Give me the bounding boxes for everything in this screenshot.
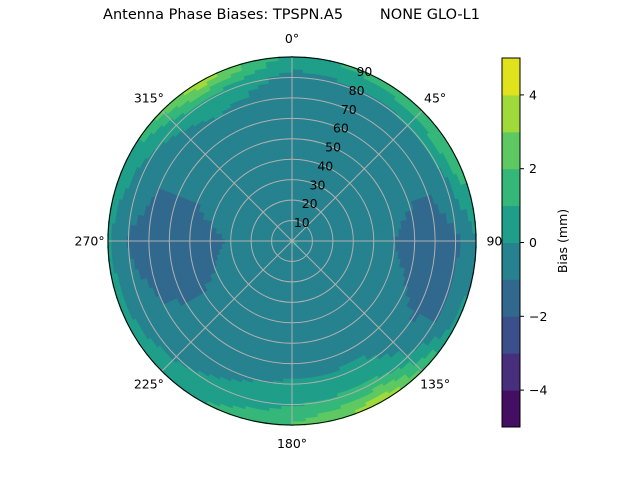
chart-title: Antenna Phase Biases: TPSPN.A5 NONE GLO-…: [103, 7, 480, 23]
